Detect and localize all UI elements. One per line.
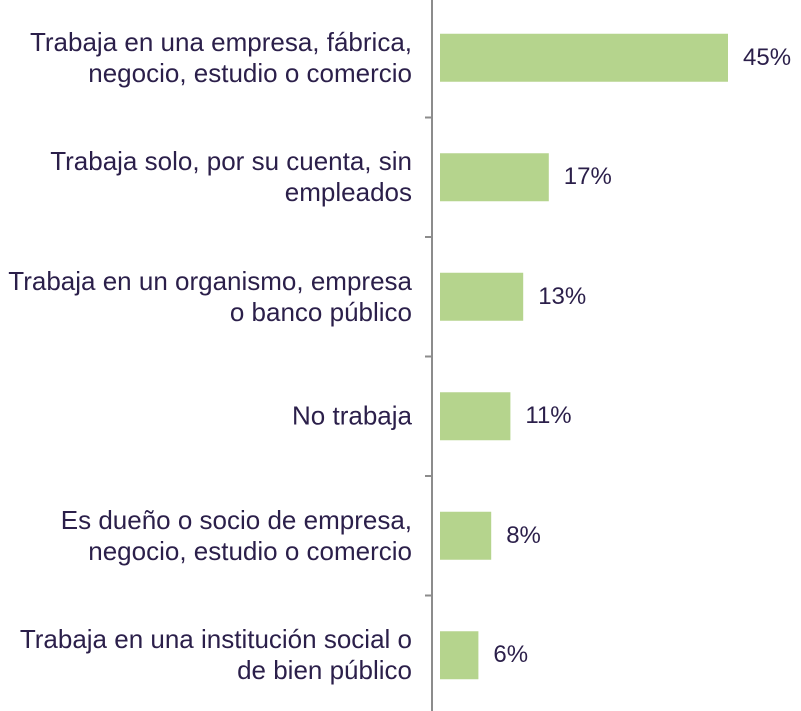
bar [440,511,492,560]
bar [440,392,511,441]
category-label: No trabaja [292,400,412,431]
value-label: 11% [525,402,572,430]
category-label: Trabaja solo, por su cuenta, sin emplead… [50,146,412,208]
category-label: Trabaja en un organismo, empresa o banco… [8,265,412,327]
value-label: 45% [743,43,792,71]
bar [440,272,524,321]
value-label: 6% [493,641,529,669]
value-label: 13% [538,282,587,310]
bar [440,631,479,680]
bar [440,153,549,202]
category-label: Trabaja en una institución social o de b… [19,624,412,686]
value-label: 8% [506,521,541,549]
category-label: Trabaja en una empresa, fábrica, negocio… [29,26,412,88]
bar [440,33,728,82]
value-label: 17% [563,163,612,191]
category-label: Es dueño o socio de empresa, negocio, es… [60,504,412,566]
